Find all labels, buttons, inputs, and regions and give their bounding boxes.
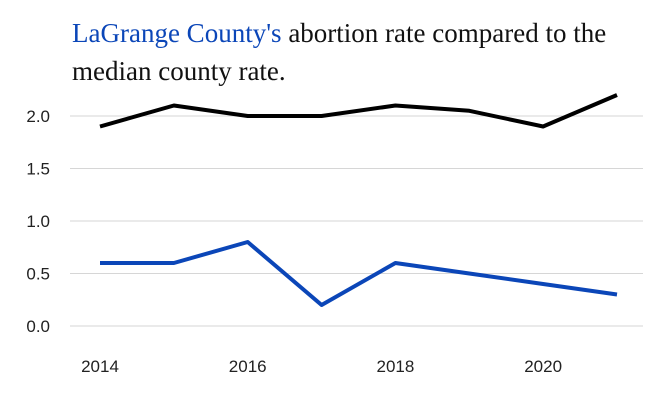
y-tick-label: 1.0 [26, 212, 50, 231]
title-highlight: LaGrange County's [72, 18, 282, 48]
median-county-rate-line [99, 93, 618, 129]
series-lines [99, 93, 618, 307]
x-tick-label: 2018 [377, 357, 415, 376]
x-tick-label: 2016 [229, 357, 267, 376]
x-tick-label: 2014 [81, 357, 119, 376]
lagrange-county-rate-line [100, 240, 618, 307]
y-tick-label: 1.5 [26, 160, 50, 179]
y-tick-label: 0.0 [26, 317, 50, 336]
y-tick-label: 0.5 [26, 265, 50, 284]
title-rest: abortion rate compared to the median cou… [72, 18, 607, 86]
grid-lines [70, 115, 643, 327]
x-axis-ticks: 2014 2016 2018 2020 [81, 357, 562, 376]
chart-title: LaGrange County's abortion rate compared… [72, 14, 652, 90]
y-tick-label: 2.0 [26, 107, 50, 126]
y-axis-ticks: 0.0 0.5 1.0 1.5 2.0 [26, 107, 50, 336]
x-tick-label: 2020 [524, 357, 562, 376]
